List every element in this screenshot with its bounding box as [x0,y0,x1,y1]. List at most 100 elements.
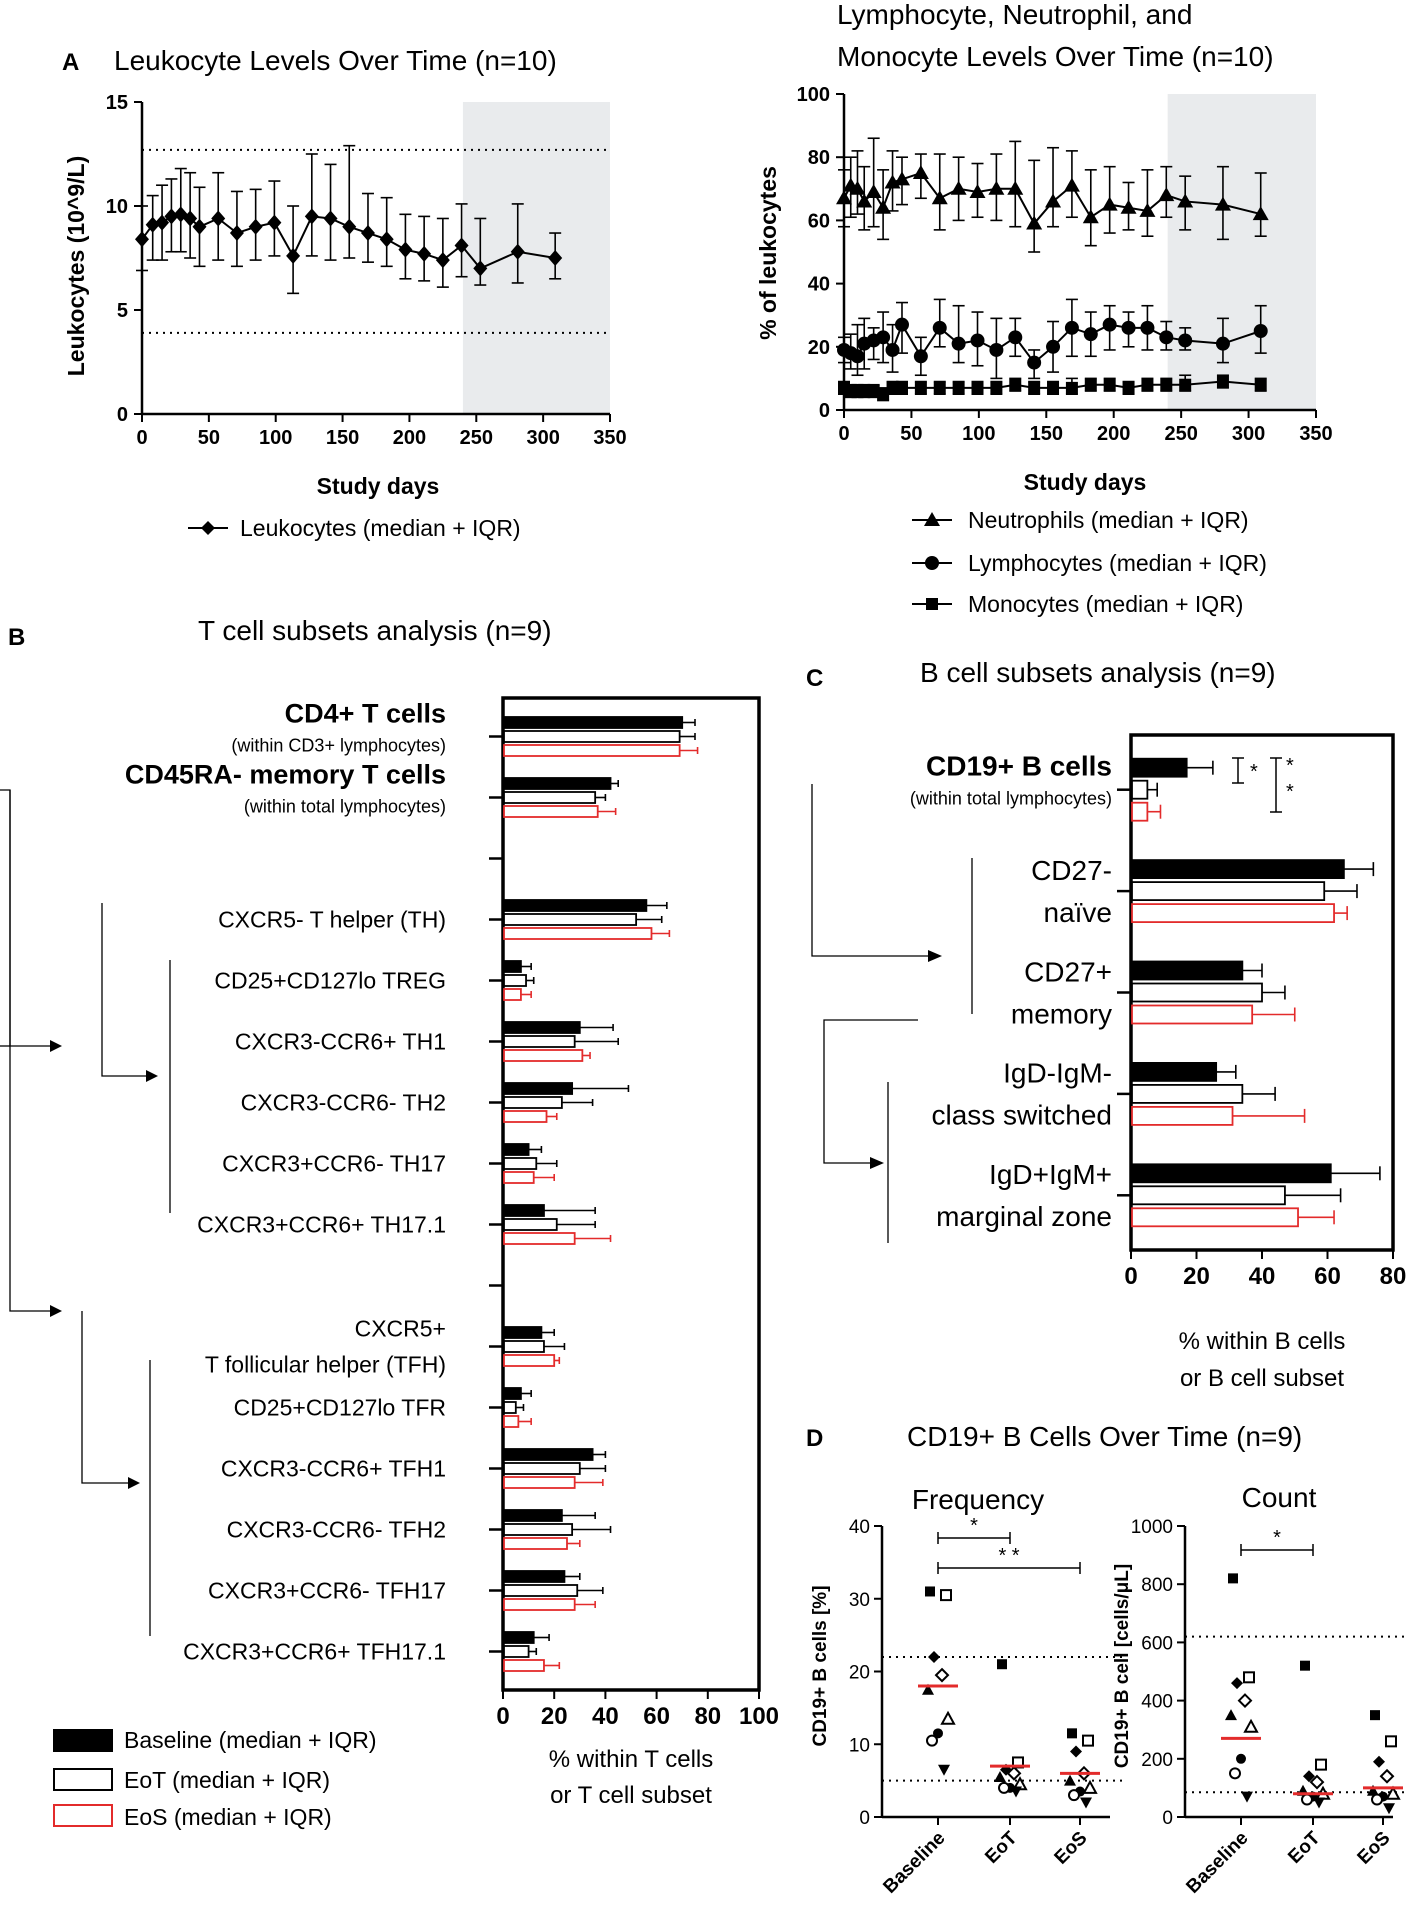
tcell-bar-baseline [503,1326,543,1339]
legend-eos: EoS (median + IQR) [124,1804,332,1830]
cd19_freq-point [997,1659,1007,1670]
leukocytes-x-tick-label: 200 [393,427,426,449]
leukocytes-series-0-point [248,218,263,235]
wbc_fractions-series-2-point [1103,378,1116,391]
wbc-legend: Neutrophils (median + IQR) Lymphocytes (… [912,507,1267,617]
leukocytes-series-0-point [398,241,413,258]
tree-arrow-icon [128,1477,140,1489]
tree-bracket-line [9,790,52,1312]
tcell-plot-frame [501,696,761,1692]
tcell-group-label: T follicular helper (TFH) [205,1352,446,1378]
wbc_fractions-x-tick-label: 300 [1232,423,1265,445]
wbc_fractions-series-0-point [856,193,873,208]
tcell-bar-eos [503,1415,520,1428]
cd19_count-point [1371,1793,1383,1806]
bcell-bar-eot [1131,1084,1244,1104]
tree-bracket-line [0,789,52,1047]
cd19_freq-x-tick-label: EoS [1051,1828,1092,1869]
bcell-bar-eos [1131,801,1149,822]
wbc_fractions-x-tick-label: 50 [900,423,922,445]
cd19_count-x-tick-label: EoS [1354,1828,1395,1869]
wbc-y-axis-title: % of leukocytes [755,166,781,340]
leukocytes-x-tick-label: 150 [326,427,359,449]
cd19-count-title: Count [1242,1482,1317,1513]
cd19_freq-y-tick-label: 40 [849,1517,870,1538]
cd19_count-y-tick-label: 1000 [1131,1517,1173,1538]
tree-arrow-icon [146,1070,158,1082]
tree-arrow-icon [50,1305,62,1317]
wbc_fractions-series-0-point [1007,180,1024,195]
tcell-bar-eos [503,1598,576,1611]
bcell-x-tick-label: 0 [1124,1263,1137,1290]
wbc_fractions-series-2-point [1065,381,1078,394]
cd19_freq-point [938,1764,950,1776]
cd19_count-point [1313,1797,1325,1809]
tcell-bar-baseline [503,1387,522,1400]
leukocytes-series-0-point [323,210,338,227]
wbc_fractions-series-0-point [1177,193,1194,208]
wbc_fractions-shaded-region [1167,94,1316,410]
wbc_fractions-series-0-point [950,180,967,195]
tcell-group-label: CD25+CD127lo TREG [214,968,446,994]
leukocytes-series-0-point [510,243,525,260]
cd19_count-y-tick-label: 400 [1141,1692,1173,1713]
cd19_count-point [1236,1753,1246,1764]
leukocytes-series-0-point [360,225,375,242]
tcell-group-sublabel: (within CD3+ lymphocytes) [231,736,446,756]
cd19_count-point [1243,1718,1259,1733]
wbc_fractions-series-1-point [876,330,891,345]
cd19_freq-point [1082,1734,1094,1747]
cd19_freq-significance-star: * [970,1515,978,1537]
bcell-x-tick-label: 80 [1380,1263,1407,1290]
tcell-bar-eos [503,1354,556,1367]
bcell-bar-eos [1131,903,1335,923]
wbc_fractions-series-0-point [912,165,929,179]
wbc_fractions-series-1-point [1140,320,1155,335]
cd19_freq-point [928,1650,940,1663]
leukocytes-series-0-point [192,218,207,235]
wbc-chart-title-line2: Monocyte Levels Over Time (n=10) [837,41,1274,72]
tcell-bar-eot [503,1157,538,1170]
cd19_count-point [1385,1735,1397,1748]
tree-bracket-line [81,1311,130,1484]
leukocytes-y-tick-label: 0 [117,404,128,426]
wbc_fractions-series-2-point [877,388,890,401]
wbc_fractions-series-2-point [867,385,880,398]
wbc_fractions-series-0-point [1120,199,1137,214]
cd19_count-point [1315,1758,1327,1771]
wbc_fractions-series-0-point [849,180,866,195]
triangle-marker-icon [924,512,940,526]
leukocytes-y-tick-label: 5 [117,300,128,322]
leukocytes-series-0-point [145,216,160,233]
tcell-bar-eot [503,1462,581,1475]
tcell-group-label: CXCR5- T helper (TH) [218,907,446,933]
bcell-group-label: naïve [1044,897,1113,928]
bcell-group-label: IgD-IgM- [1003,1058,1112,1089]
cd19_count-y-tick-label: 800 [1141,1575,1173,1596]
cd19_freq-point [925,1586,935,1597]
bcell-x-tick-label: 40 [1249,1263,1276,1290]
bcell-chart-title: B cell subsets analysis (n=9) [920,657,1276,688]
leukocytes-series-0-point [211,210,226,227]
cd19_freq-point [1010,1786,1022,1798]
wbc_fractions-series-0-point [969,183,986,198]
cd19_freq-point [1068,1789,1080,1802]
tcell-bar-baseline [503,960,522,973]
circle-marker-icon [925,556,939,570]
wbc_fractions-x-tick-label: 350 [1299,423,1332,445]
cd19_freq-point [998,1781,1010,1794]
tcell-bar-chart: 0 20 40 60 80 100 CD4+ T cells (within CD3+ lym… [0,696,779,1730]
tree-bracket-line [811,784,930,957]
leukocytes-series-0-point [164,208,179,225]
wbc_fractions-series-0-point [988,180,1005,195]
bcell-bar-baseline [1131,757,1188,778]
cd19_count-point [1383,1803,1395,1815]
leukocytes-series-0-point [286,247,301,264]
cd19_count-point [1373,1755,1385,1768]
tcell-bar-eos [503,927,653,940]
wbc_fractions-x-tick-label: 0 [838,423,849,445]
tcell-bar-eot [503,1218,558,1231]
wbc_fractions-y-tick-label: 60 [808,210,830,232]
wbc_fractions-series-1-point [850,349,865,364]
